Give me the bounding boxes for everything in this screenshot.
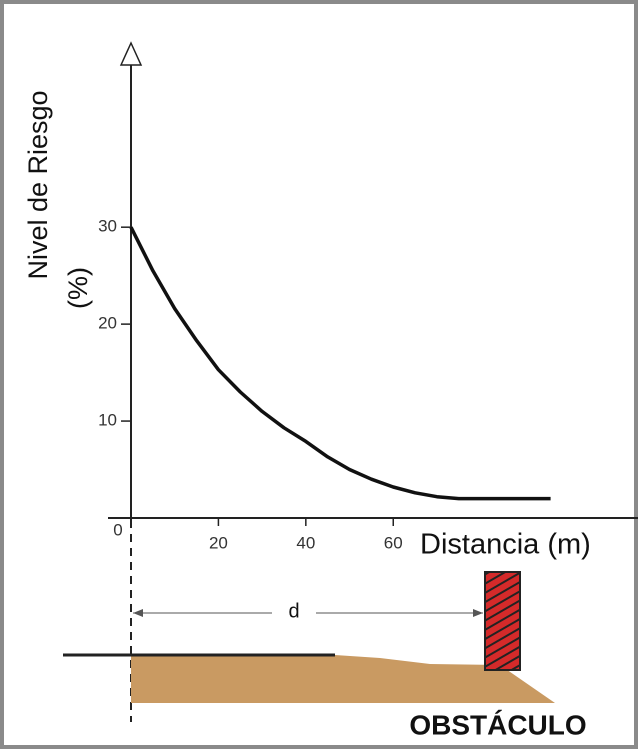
y-tick-label: 20 [98, 314, 117, 333]
x-tick-label: 60 [384, 533, 403, 552]
distance-label: d [288, 600, 299, 622]
y-tick-label: 10 [98, 411, 117, 430]
dimension-gap [272, 600, 316, 626]
x-tick-label: 40 [296, 533, 315, 552]
obstacle-label: OBSTÁCULO [409, 709, 586, 740]
y-tick-label: 30 [98, 217, 117, 236]
x-tick-label: 0 [113, 520, 122, 539]
ground [131, 655, 555, 703]
obstacle [484, 571, 521, 671]
y-axis-title: Nivel de Riesgo [23, 90, 53, 279]
y-axis-title: (%) [63, 267, 93, 309]
risk-curve [129, 226, 551, 501]
x-tick-label: 20 [209, 533, 228, 552]
x-axis-title: Distancia (m) [420, 529, 591, 561]
y-axis-arrow [119, 41, 143, 66]
